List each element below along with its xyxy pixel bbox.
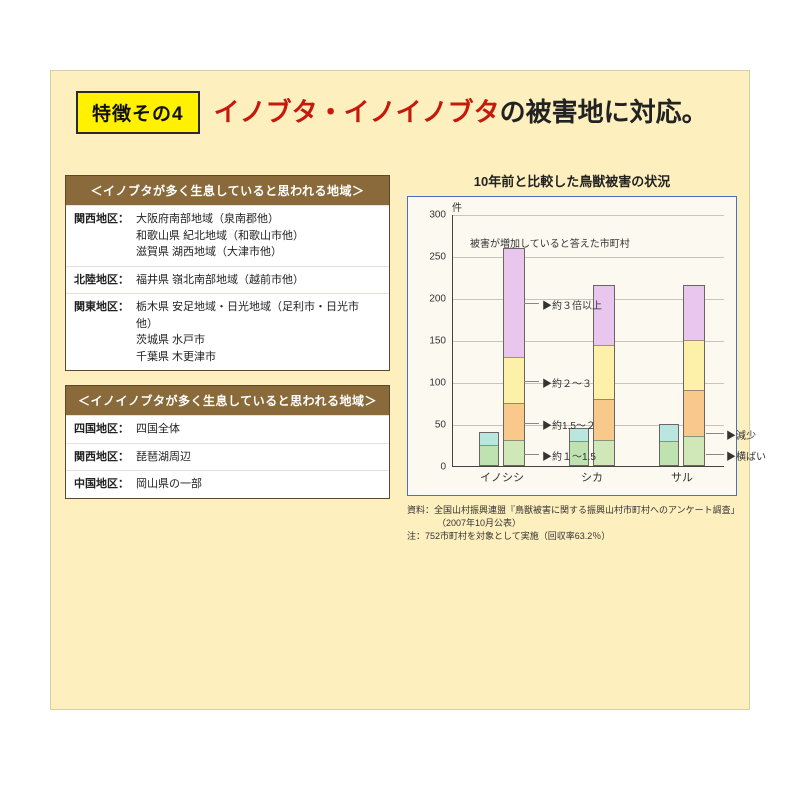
headline: 特徴その4 イノブタ・イノイノブタの被害地に対応。 <box>76 91 708 134</box>
region-text: 大阪府南部地域（泉南郡他） 和歌山県 紀北地域（和歌山市他） 滋賀県 湖西地域（… <box>136 206 389 266</box>
source-line: （2007年10月公表） <box>407 517 737 530</box>
region-label: 四国地区： <box>66 416 136 443</box>
bar-segment <box>504 403 524 440</box>
table-row: 四国地区： 四国全体 <box>66 415 389 443</box>
content-panel: 特徴その4 イノブタ・イノイノブタの被害地に対応。 ＜イノブタが多く生息している… <box>50 70 750 710</box>
region-text: 四国全体 <box>136 416 389 443</box>
region-text: 福井県 嶺北南部地域（越前市他） <box>136 267 389 294</box>
bar-segment <box>594 286 614 344</box>
bar-segment <box>504 357 524 403</box>
bar-increase <box>593 285 615 466</box>
segment-label: ▶約1.5～２ <box>542 417 596 432</box>
bar-baseline <box>479 432 499 466</box>
table-row: 関東地区： 栃木県 安足地域・日光地域（足利市・日光市他） 茨城県 水戸市 千葉… <box>66 293 389 370</box>
source-line: 資料：全国山村振興連盟『鳥獣被害に関する振興山村市町村へのアンケート調査」 <box>407 504 737 517</box>
region-tables: ＜イノブタが多く生息していると思われる地域＞ 関西地区： 大阪府南部地域（泉南郡… <box>65 175 390 513</box>
panel-inobuta: ＜イノブタが多く生息していると思われる地域＞ 関西地区： 大阪府南部地域（泉南郡… <box>65 175 390 371</box>
y-tick-label: 0 <box>412 462 446 473</box>
bar-segment <box>684 340 704 390</box>
table-row: 関西地区： 大阪府南部地域（泉南郡他） 和歌山県 紀北地域（和歌山市他） 滋賀県… <box>66 205 389 266</box>
bar-segment <box>684 390 704 436</box>
leader-line <box>524 454 539 455</box>
base-segment-label: ▶横ばい <box>726 448 766 463</box>
bar-segment <box>504 440 524 465</box>
panel-header: ＜イノブタが多く生息していると思われる地域＞ <box>66 176 389 205</box>
y-tick-label: 300 <box>412 210 446 221</box>
panel-inoinobuta: ＜イノイノブタが多く生息していると思われる地域＞ 四国地区： 四国全体 関西地区… <box>65 385 390 499</box>
y-tick-label: 50 <box>412 420 446 431</box>
gridline <box>453 215 724 216</box>
x-tick-label: サル <box>671 469 693 485</box>
bar-segment <box>684 286 704 340</box>
bar-segment <box>660 441 678 465</box>
region-label: 中国地区： <box>66 471 136 498</box>
damage-chart: 件 0 50 100 150 200 250 300 イノシシ シカ サル 被害が増加していると答え… <box>407 196 737 496</box>
bar-segment <box>594 399 614 441</box>
segment-label: ▶約３倍以上 <box>542 297 602 312</box>
segment-label: ▶約１～1.5 <box>542 448 596 463</box>
bar-increase <box>683 285 705 466</box>
region-text: 岡山県の一部 <box>136 471 389 498</box>
bar-segment <box>480 445 498 465</box>
bar-group <box>659 285 705 466</box>
annotation-increase: 被害が増加していると答えた市町村 <box>470 235 630 250</box>
headline-rest: の被害地に対応。 <box>500 97 708 127</box>
leader-line <box>524 381 539 382</box>
region-label: 関西地区： <box>66 444 136 471</box>
region-label: 関西地区： <box>66 206 136 266</box>
bar-segment <box>594 440 614 465</box>
bar-group <box>479 248 525 466</box>
region-text: 栃木県 安足地域・日光地域（足利市・日光市他） 茨城県 水戸市 千葉県 木更津市 <box>136 294 389 370</box>
bar-segment <box>594 345 614 399</box>
x-tick-label: イノシシ <box>480 469 524 485</box>
leader-line <box>706 454 724 455</box>
y-unit: 件 <box>452 199 462 214</box>
base-segment-label: ▶減少 <box>726 427 756 442</box>
source-line: 注：752市町村を対象として実施（回収率63.2％） <box>407 530 737 543</box>
region-text: 琵琶湖周辺 <box>136 444 389 471</box>
region-label: 北陸地区： <box>66 267 136 294</box>
region-label: 関東地区： <box>66 294 136 370</box>
x-tick-label: シカ <box>581 469 603 485</box>
chart-source: 資料：全国山村振興連盟『鳥獣被害に関する振興山村市町村へのアンケート調査」 （2… <box>407 504 737 543</box>
y-tick-label: 150 <box>412 336 446 347</box>
leader-line <box>706 433 724 434</box>
panel-header: ＜イノイノブタが多く生息していると思われる地域＞ <box>66 386 389 415</box>
bar-baseline <box>659 424 679 466</box>
table-row: 北陸地区： 福井県 嶺北南部地域（越前市他） <box>66 266 389 294</box>
leader-line <box>524 423 539 424</box>
table-row: 中国地区： 岡山県の一部 <box>66 470 389 498</box>
bar-segment <box>480 433 498 445</box>
headline-emphasis: イノブタ・イノイノブタ <box>214 97 500 127</box>
headline-text: イノブタ・イノイノブタの被害地に対応。 <box>214 98 708 128</box>
bar-segment <box>504 249 524 357</box>
chart-title: 10年前と比較した鳥獣被害の状況 <box>407 171 737 190</box>
table-row: 関西地区： 琵琶湖周辺 <box>66 443 389 471</box>
bar-segment <box>660 425 678 441</box>
segment-label: ▶約２～３ <box>542 375 592 390</box>
feature-badge: 特徴その4 <box>76 91 200 134</box>
leader-line <box>524 303 539 304</box>
bar-segment <box>684 436 704 465</box>
y-tick-label: 200 <box>412 294 446 305</box>
chart-container: 10年前と比較した鳥獣被害の状況 件 0 50 100 150 200 250 300 イノシ… <box>407 171 737 543</box>
y-tick-label: 100 <box>412 378 446 389</box>
y-tick-label: 250 <box>412 252 446 263</box>
bar-increase <box>503 248 525 466</box>
